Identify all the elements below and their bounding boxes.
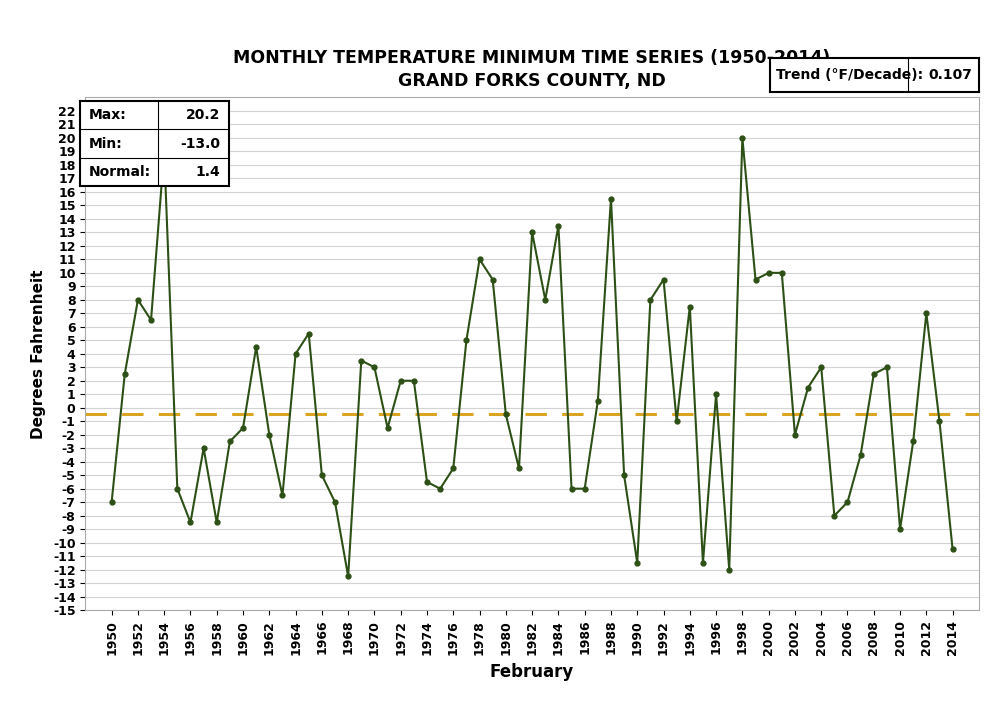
Text: Normal:: Normal: [89,165,151,179]
Text: 20.2: 20.2 [186,108,220,122]
Text: 1.4: 1.4 [195,165,220,179]
Y-axis label: Degrees Fahrenheit: Degrees Fahrenheit [31,269,46,438]
Text: 0.107: 0.107 [928,68,972,82]
Text: Max:: Max: [89,108,126,122]
Text: Min:: Min: [89,136,122,151]
Title: MONTHLY TEMPERATURE MINIMUM TIME SERIES (1950-2014)
GRAND FORKS COUNTY, ND: MONTHLY TEMPERATURE MINIMUM TIME SERIES … [234,49,829,90]
Text: -13.0: -13.0 [180,136,220,151]
X-axis label: February: February [489,663,574,681]
Text: Trend (°F/Decade):: Trend (°F/Decade): [775,68,923,82]
